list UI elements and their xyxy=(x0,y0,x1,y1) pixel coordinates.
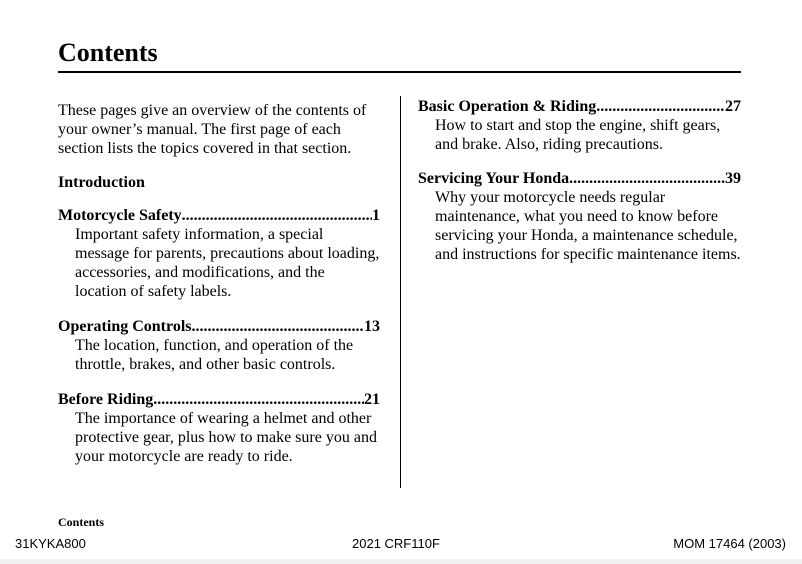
entry-description: Important safety information, a special … xyxy=(75,226,380,300)
entry-description: The location, function, and operation of… xyxy=(75,337,354,373)
intro-heading: Introduction xyxy=(58,174,145,191)
entry-title[interactable]: Before Riding xyxy=(58,391,154,408)
entry-title[interactable]: Servicing Your Honda xyxy=(418,170,570,187)
bottom-bar xyxy=(0,559,802,564)
footer-doc-id: MOM 17464 (2003) xyxy=(673,536,786,551)
entry-page: 13 xyxy=(364,318,380,335)
right-column: Basic Operation & Riding 27 How to start … xyxy=(418,97,741,264)
entry-description: Why your motorcycle needs regular mainte… xyxy=(435,189,741,263)
column-divider xyxy=(400,96,401,488)
entry-title[interactable]: Basic Operation & Riding xyxy=(418,98,597,115)
footer-model: 2021 CRF110F xyxy=(352,536,440,551)
footer-code: 31KYKA800 xyxy=(15,536,86,551)
left-column: These pages give an overview of the cont… xyxy=(58,101,380,466)
page-title: Contents xyxy=(58,38,158,67)
footer-section-label: Contents xyxy=(58,515,105,529)
toc-entry-servicing[interactable]: Servicing Your Honda 39 Why your motorcyc… xyxy=(418,169,741,264)
toc-entry-basic-operation[interactable]: Basic Operation & Riding 27 How to start … xyxy=(418,97,741,154)
toc-entry-operating-controls[interactable]: Operating Controls 13 The location, funct… xyxy=(58,317,380,374)
entry-page: 1 xyxy=(372,207,380,224)
entry-description: How to start and stop the engine, shift … xyxy=(435,117,721,153)
entry-page: 39 xyxy=(725,170,741,187)
title-rule xyxy=(58,71,741,73)
toc-entry-before-riding[interactable]: Before Riding 21 The importance of wearin… xyxy=(58,390,380,466)
entry-title[interactable]: Motorcycle Safety xyxy=(58,207,182,224)
intro-paragraph: These pages give an overview of the cont… xyxy=(58,102,367,157)
entry-description: The importance of wearing a helmet and o… xyxy=(75,410,377,465)
entry-page: 27 xyxy=(725,98,741,115)
toc-entry-motorcycle-safety[interactable]: Motorcycle Safety 1 Important safety info… xyxy=(58,206,380,301)
entry-title[interactable]: Operating Controls xyxy=(58,318,192,335)
entry-page: 21 xyxy=(364,391,380,408)
